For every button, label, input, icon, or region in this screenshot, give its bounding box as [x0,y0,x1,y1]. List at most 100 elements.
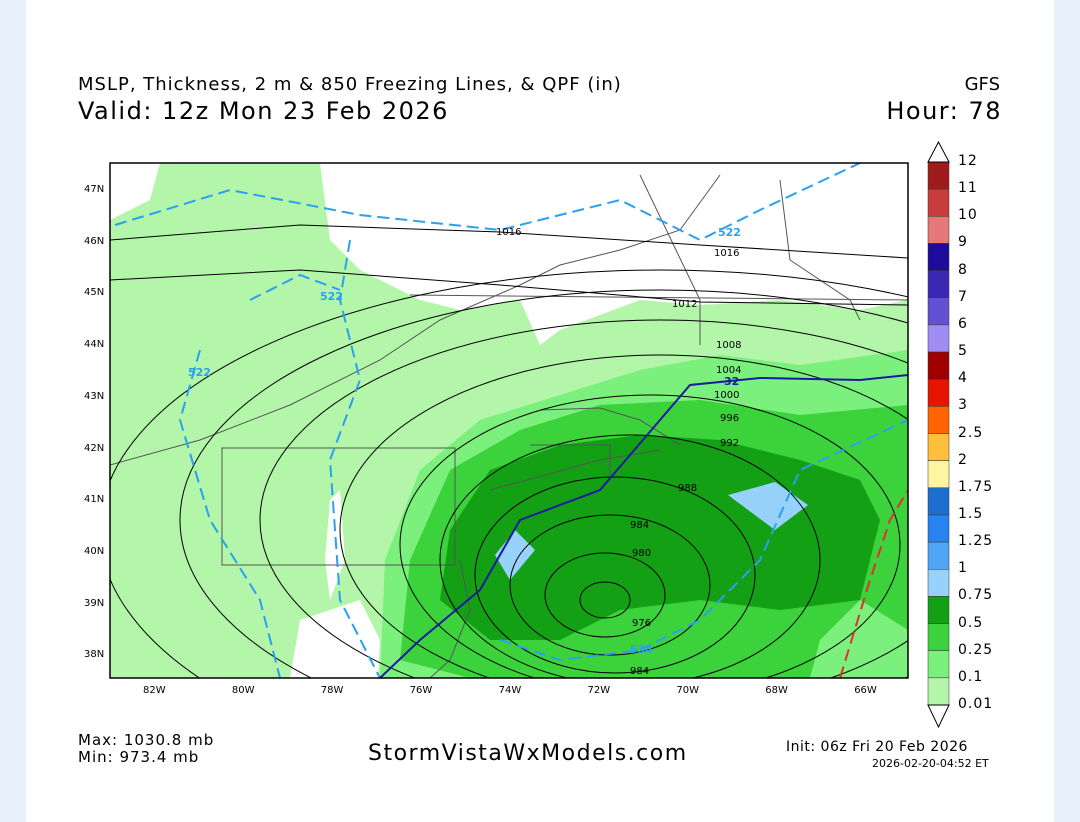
no-precip-sliver [325,490,345,600]
freezing-2m-line [839,489,908,678]
latitude-label: 38N [84,649,105,661]
brand-name: StormVistaWxModels.com [368,741,688,766]
colorbar-swatch [927,351,950,380]
colorbar-swatch [927,623,950,651]
isobar-label: 1000 [714,390,739,401]
isobar-label: 1016 [496,227,521,238]
colorbar-label: 11 [958,180,978,197]
timestamp: 2026-02-20-04:52 ET [872,757,989,770]
colorbar-swatch [927,541,950,570]
latitude-label: 43N [84,390,105,402]
longitude-label: 76W [409,685,433,696]
thickness-label: 534 [630,643,653,656]
isobar-label: 984 [630,666,649,677]
colorbar-swatch [927,270,950,299]
thickness-label: 522 [188,366,211,379]
colorbar [927,140,950,729]
colorbar-swatch [927,216,950,244]
qpf-075-area [495,530,535,580]
longitude-label: 70W [676,685,700,696]
colorbar-label: 1.25 [958,533,994,550]
isobar-label: 996 [720,413,739,424]
colorbar-label: 7 [958,288,968,305]
colorbar-label: 0.01 [958,696,994,712]
colorbar-swatch [927,596,950,624]
longitude-label: 72W [587,685,611,696]
thickness-lines [114,163,908,678]
qpf-075-area [728,482,808,530]
colorbar-swatch [927,243,950,271]
colorbar-swatch [927,460,950,489]
longitude-label: 78W [320,685,344,696]
latitude-label: 39N [84,597,105,609]
isobar-label: 1016 [714,248,739,259]
isobar-label: 976 [632,618,651,629]
colorbar-swatch [927,487,950,516]
min-pressure: Min: 973.4 mb [78,748,200,766]
colorbar-label: 2.5 [958,424,984,441]
latitude-label: 42N [84,442,105,454]
thickness-labels: 522 522 522 534 [188,226,741,656]
colorbar-label: 12 [958,153,978,169]
colorbar-swatch [927,324,950,353]
model-name: GFS [964,74,1000,95]
colorbar-label: 6 [958,315,968,332]
longitude-label: 82W [143,685,166,696]
colorbar-swatch [927,161,950,190]
isobar-label: 1012 [672,299,697,310]
init-time: Init: 06z Fri 20 Feb 2026 [786,739,968,755]
colorbar-label: 3 [958,397,968,414]
isobar-label: 1008 [716,340,741,351]
longitude-label: 66W [854,685,877,696]
colorbar-swatch [927,650,950,679]
colorbar-label: 5 [958,343,968,360]
valid-time: Valid: 12z Mon 23 Feb 2026 [78,97,449,125]
isobar-label: 1004 [716,365,741,376]
latitude-label: 40N [84,545,105,557]
colorbar-swatch [927,569,950,597]
colorbar-label: 1 [958,560,968,577]
colorbar-label: 0.1 [958,668,984,685]
colorbar-label: 10 [958,207,978,224]
colorbar-label: 1.75 [958,478,994,495]
colorbar-swatch [927,188,950,217]
colorbar-up-arrow-icon [927,140,950,163]
colorbar-swatch [927,514,950,543]
colorbar-swatch [927,433,950,461]
colorbar-swatch [927,406,950,434]
longitude-label: 80W [231,685,255,696]
map-frame [109,162,909,679]
latitude-label: 46N [84,235,105,247]
latitude-label: 45N [84,287,105,299]
thickness-label: 522 [320,290,343,303]
colorbar-label: 8 [958,261,968,278]
longitude-label: 74W [498,685,522,696]
colorbar-swatch [927,677,950,706]
no-precip-northwest [110,163,160,220]
isobar-label: 988 [678,483,697,494]
isobar-labels: 1016 1016 1012 1008 1004 1000 996 992 988 984 9… [496,227,741,677]
longitude-label: 68W [765,685,788,696]
colorbar-label: 0.5 [958,614,984,631]
max-pressure: Max: 1030.8 mb [78,731,215,749]
colorbar-label: 0.75 [958,587,994,604]
map-title: MSLP, Thickness, 2 m & 850 Freezing Line… [78,74,622,95]
borders [110,174,908,678]
isobar-label: 980 [632,548,651,559]
latitude-label: 41N [84,494,105,506]
colorbar-label: 1.5 [958,505,984,522]
colorbar-down-arrow-icon [927,704,950,729]
colorbar-label: 0.25 [958,641,994,658]
isobars [110,224,908,678]
freezing-850-line [379,374,908,678]
colorbar-swatch [927,378,950,407]
latitude-label: 44N [84,339,105,351]
forecast-hour: Hour: 78 [886,97,1002,125]
thickness-label: 522 [718,226,741,239]
freezing-label: 32 [724,375,739,388]
colorbar-label: 4 [958,370,968,387]
latitude-label: 47N [84,184,105,195]
isobar-label: 992 [720,438,739,449]
colorbar-label: 9 [958,234,968,251]
